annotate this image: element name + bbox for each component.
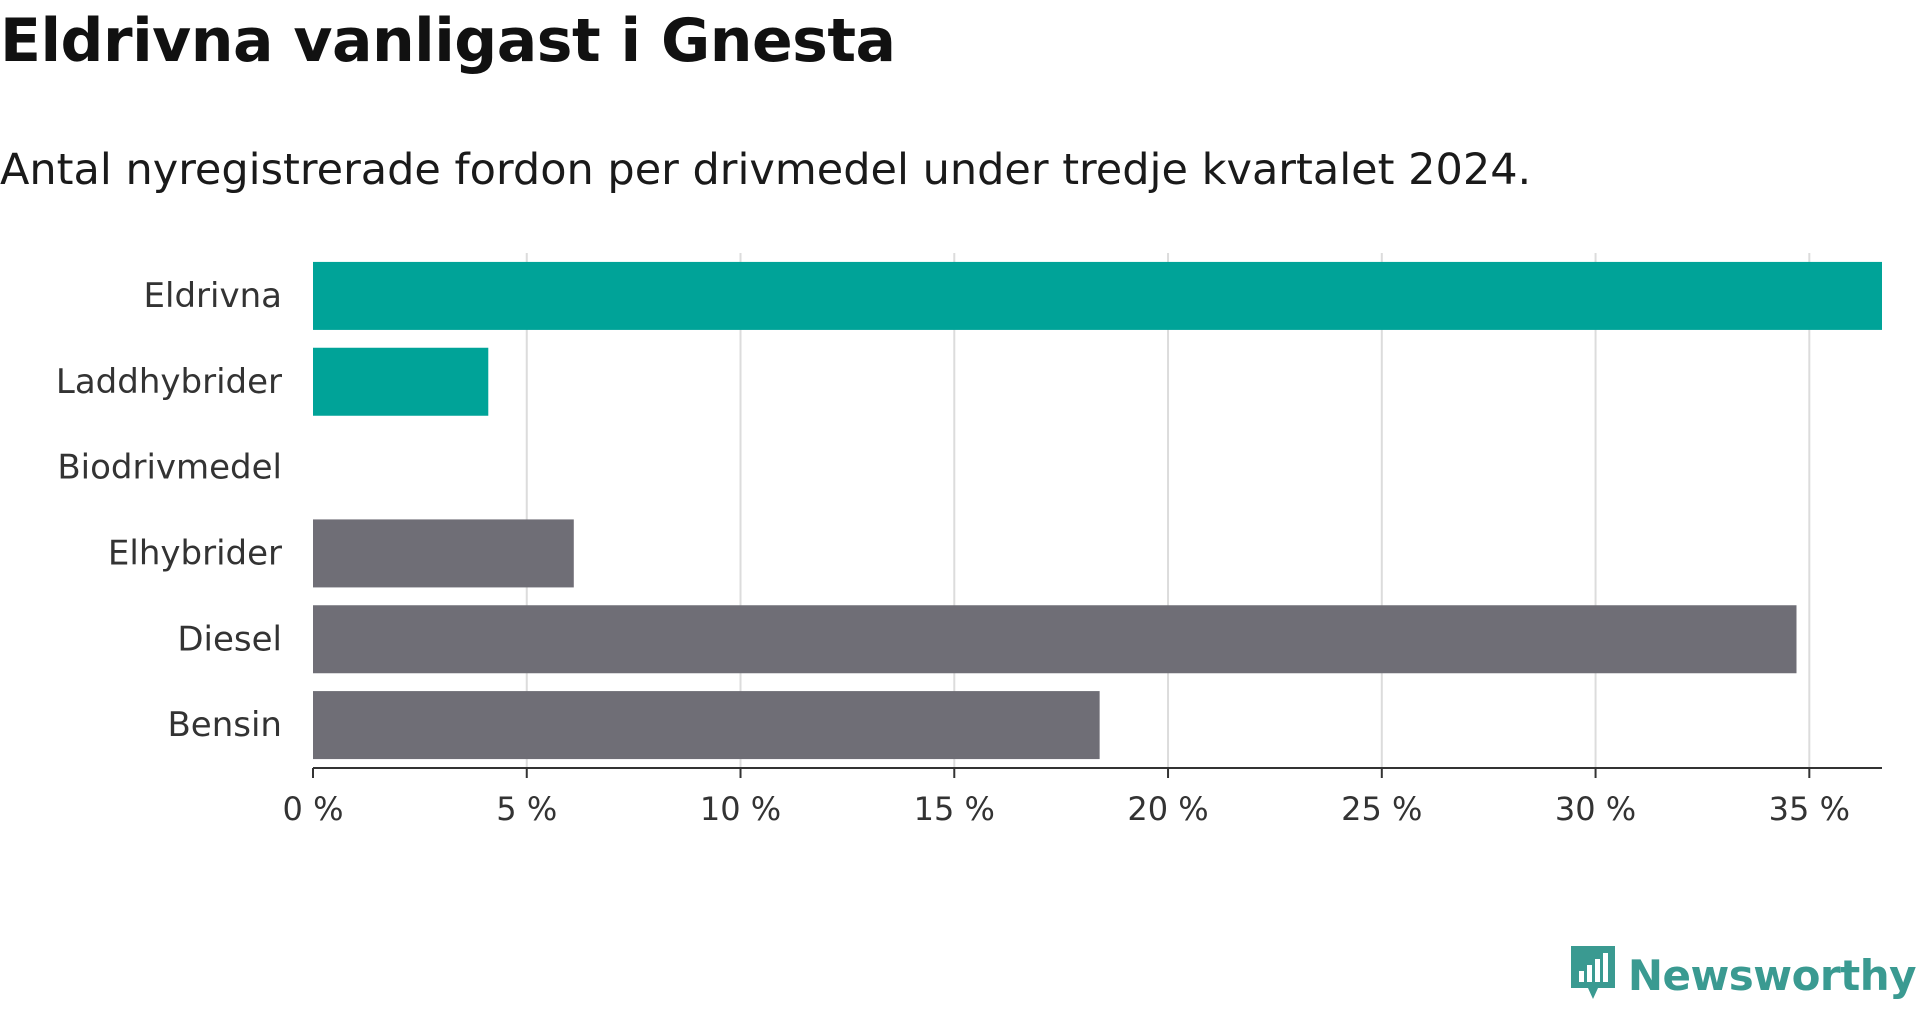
x-tick-label: 10 % [700, 790, 781, 828]
grid-lines [525, 253, 1811, 768]
category-label: Biodrivmedel [57, 448, 282, 488]
category-label: Laddhybrider [56, 362, 282, 402]
bar-diesel [313, 605, 1797, 674]
bars [313, 261, 1882, 760]
x-tick-label: 15 % [914, 790, 995, 828]
bar-elhybrider [313, 519, 574, 588]
bar-bensin [313, 691, 1100, 760]
x-tick-label: 25 % [1341, 790, 1422, 828]
category-label: Eldrivna [144, 276, 282, 316]
newsworthy-logo: Newsworthy [1568, 940, 1917, 1010]
x-tick-label: 5 % [496, 790, 557, 828]
chart-subtitle: Antal nyregistrerade fordon per drivmede… [0, 145, 1532, 195]
x-tick-label: 30 % [1555, 790, 1636, 828]
category-label: Elhybrider [108, 533, 282, 573]
brand-name: Newsworthy [1627, 950, 1917, 1000]
category-label: Bensin [167, 705, 282, 745]
chart-title: Eldrivna vanligast i Gnesta [0, 6, 896, 76]
x-tick-label: 20 % [1127, 790, 1208, 828]
category-label: Diesel [177, 619, 282, 659]
category-labels: Eldrivna Laddhybrider Biodrivmedel Elhybrid… [56, 276, 282, 745]
newsworthy-logo-icon [1568, 943, 1618, 1007]
x-tick-label: 0 % [283, 790, 344, 828]
x-axis: 0 % 5 % 10 % 15 % 20 % 25 % 30 % 35 % [283, 767, 1882, 828]
bar-laddhybrider [313, 347, 489, 416]
x-tick-label: 35 % [1769, 790, 1850, 828]
bar-eldrivna [313, 261, 1882, 330]
